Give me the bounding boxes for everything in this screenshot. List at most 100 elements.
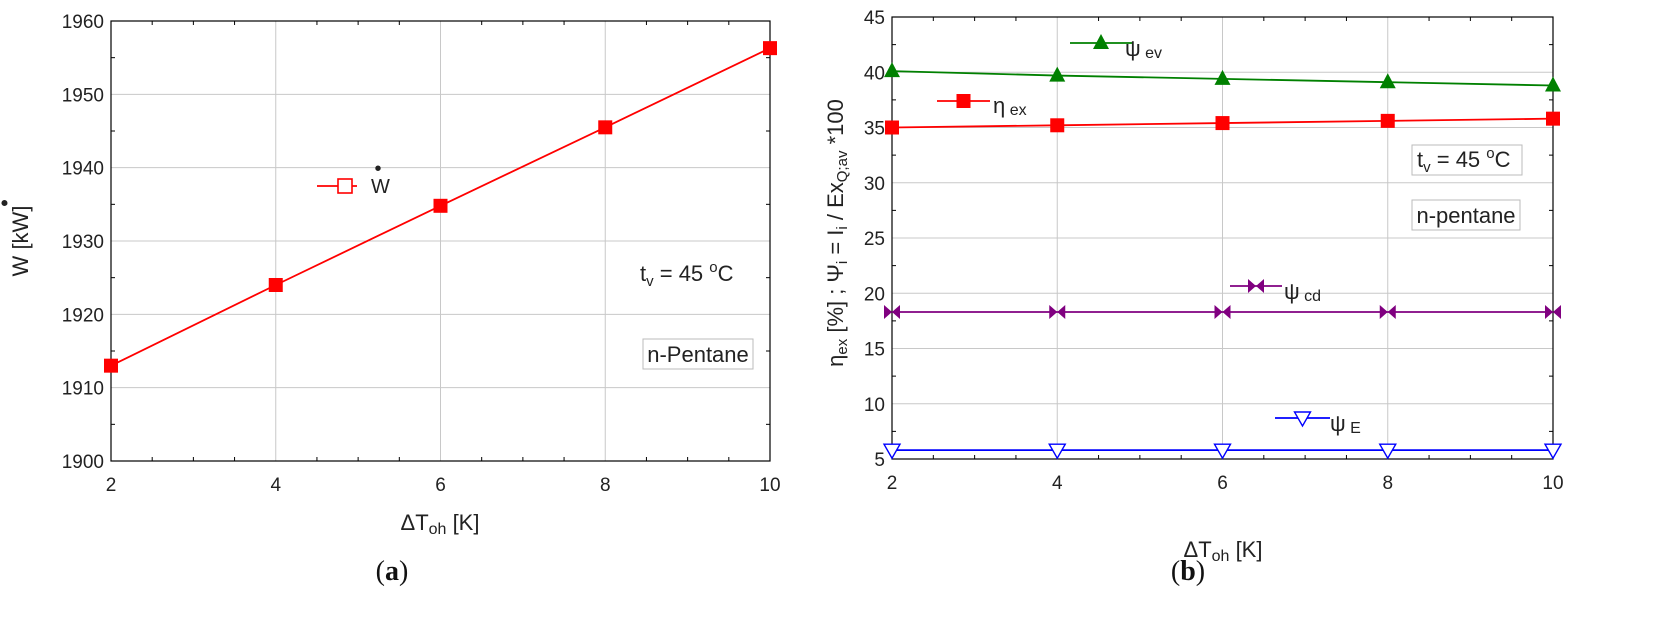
y-title-part: η (823, 355, 848, 367)
y-tick-label: 1920 (62, 305, 104, 326)
x-title-delta: ΔT (1184, 537, 1212, 562)
series-E (882, 443, 1563, 460)
caption-close: ) (399, 556, 408, 587)
legend-subscript: ev (1141, 45, 1162, 62)
data-point (1213, 443, 1232, 460)
legend-entry: ψ E (1275, 411, 1361, 437)
legend-subscript: E (1346, 420, 1361, 437)
y-title-part: / Ex (823, 182, 848, 226)
chart-panel-a: 2 4 6 8 101900191019201930194019501960W•ΔToh… (0, 12, 781, 587)
legend-entry: ψ cd (1230, 279, 1321, 305)
data-point (885, 120, 899, 135)
data-point (104, 358, 118, 373)
x-tick-label: 8 (1382, 473, 1393, 494)
y-title-part: *100 (823, 99, 848, 150)
y-title-sub: i (834, 261, 851, 264)
x-title-unit: [K] (446, 510, 479, 535)
data-point (1378, 443, 1397, 460)
legend-symbol: ψ (1125, 36, 1141, 61)
panel-caption: (b) (1171, 556, 1205, 587)
data-point (1546, 111, 1560, 126)
caption-open: ( (1171, 556, 1180, 587)
temperature-annotation: tv = 45 oC (1417, 145, 1511, 176)
y-axis-title: W [kW] (8, 206, 33, 277)
y-tick-label: 10 (864, 395, 885, 416)
y-title-unit: [kW] (8, 206, 33, 256)
x-title-delta: ΔT (401, 510, 429, 535)
temp-mid: = 45 (1431, 147, 1487, 172)
legend-entry: ψ ev (1070, 34, 1162, 62)
y-tick-label: 5 (874, 450, 885, 471)
temp-subscript: v (646, 273, 654, 290)
legend-label: ψ E (1330, 411, 1361, 437)
legend-label: W (371, 176, 390, 198)
caption-letter: b (1180, 556, 1196, 587)
y-tick-label: 1940 (62, 159, 104, 180)
y-tick-label: 1950 (62, 85, 104, 106)
y-tick-label: 30 (864, 174, 885, 195)
legend-label: ψ ev (1125, 36, 1162, 62)
legend-symbol: η (993, 93, 1005, 118)
legend-marker (1248, 279, 1264, 293)
legend-symbol: ψ (1284, 279, 1300, 304)
y-tick-label: 1930 (62, 232, 104, 253)
legend-marker (1293, 411, 1312, 428)
y-title-sub: ex (834, 338, 851, 354)
x-tick-label: 2 (887, 473, 898, 494)
x-tick-label: 2 (106, 475, 117, 496)
legend-entry: W• (317, 158, 390, 198)
x-tick-label: 6 (435, 475, 446, 496)
data-point (884, 62, 900, 78)
y-tick-label: 20 (864, 284, 885, 305)
temp-superscript: o (709, 259, 717, 276)
legend-subscript: cd (1300, 288, 1321, 305)
temp-base: t (1417, 147, 1423, 172)
series-W (104, 41, 777, 373)
y-tick-label: 35 (864, 119, 885, 140)
data-point (1214, 69, 1231, 85)
temperature-box (1411, 144, 1523, 176)
x-title-unit: [K] (1229, 537, 1262, 562)
x-tick-label: 10 (759, 475, 780, 496)
caption-close: ) (1196, 556, 1205, 587)
temp-unit: C (1495, 147, 1511, 172)
series-ex (885, 111, 1560, 135)
data-point (1545, 305, 1561, 320)
data-point (884, 305, 900, 320)
legend-subscript: ex (1005, 102, 1026, 119)
temp-subscript: v (1423, 159, 1431, 176)
data-point (1215, 116, 1230, 131)
data-point (598, 120, 613, 135)
y-title-sub: i (834, 226, 851, 229)
data-point (1543, 443, 1563, 460)
temperature-annotation: tv = 45 oC (640, 259, 734, 290)
caption-letter: a (385, 556, 399, 587)
x-axis-title: ΔToh [K] (401, 510, 480, 538)
x-tick-label: 4 (1052, 473, 1063, 494)
caption-open: ( (376, 556, 385, 587)
y-tick-label: 45 (864, 8, 885, 29)
legend-entry: η ex (937, 93, 1027, 119)
y-title-sub: Q;av (834, 150, 851, 182)
y-title-part: = I (823, 230, 848, 261)
temp-mid: = 45 (654, 261, 710, 286)
temp-base: t (640, 261, 646, 286)
data-point (763, 41, 777, 56)
legend-label: ψ cd (1284, 279, 1321, 305)
y-tick-label: 1960 (62, 12, 104, 33)
data-point (1379, 73, 1396, 89)
data-point (1545, 76, 1561, 92)
data-point (268, 278, 283, 292)
temp-unit: C (718, 261, 734, 286)
data-point (1049, 66, 1066, 82)
data-point (882, 443, 902, 460)
minor-ticks (892, 17, 1553, 459)
temp-superscript: o (1486, 145, 1494, 162)
y-axis-title: ηex [%] ; Ψi = Ii / ExQ;av *100 (823, 99, 851, 367)
x-tick-label: 10 (1542, 473, 1563, 494)
legend-marker (956, 94, 971, 108)
y-tick-label: 1900 (62, 452, 104, 473)
panel-caption: (a) (376, 556, 409, 587)
